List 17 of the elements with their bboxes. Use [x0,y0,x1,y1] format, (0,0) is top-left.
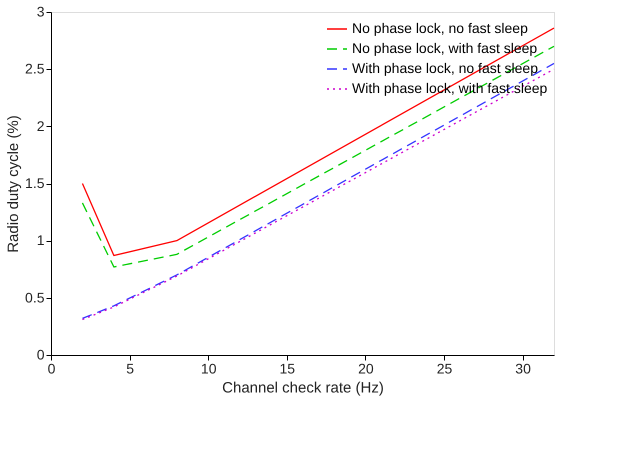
x-tick-label: 0 [48,360,56,376]
y-tick-label: 1 [36,232,45,248]
y-tick-label: 2.5 [25,60,45,77]
x-axis-title: Channel check rate (Hz) [222,380,384,396]
y-tick-label: 0.5 [25,289,45,306]
x-tick-label: 15 [279,360,296,376]
y-tick-label: 2 [36,118,45,134]
y-tick-label: 1.5 [25,175,45,191]
x-tick-label: 10 [200,360,217,376]
y-axis-title: Radio duty cycle (%) [5,115,22,253]
x-tick-label: 5 [126,360,134,376]
x-tick-label: 20 [358,360,374,376]
legend-label: No phase lock, no fast sleep [352,20,528,36]
y-tick-label: 0 [36,346,45,362]
y-tick-label: 3 [36,4,45,20]
x-tick-label: 30 [515,360,532,376]
x-tick-label: 25 [436,360,452,376]
